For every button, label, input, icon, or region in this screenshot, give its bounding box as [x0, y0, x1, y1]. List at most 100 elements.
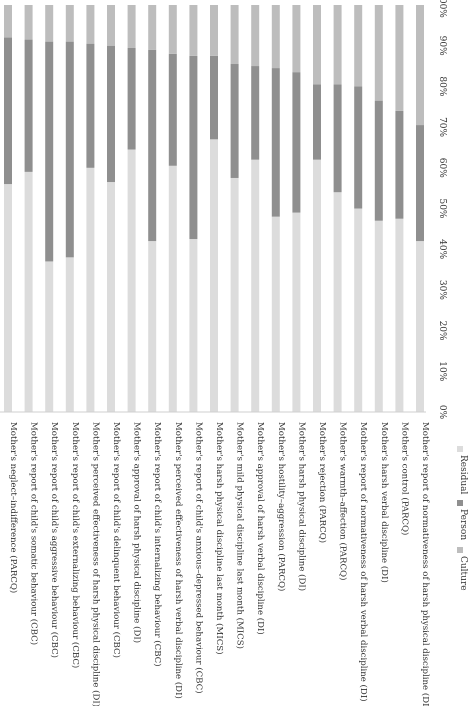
bar-segment-culture [230, 5, 239, 65]
y-tick-label: 50% [437, 198, 447, 218]
category-label: Mother's harsh physical discipline (DI) [296, 422, 307, 591]
bar-segment-culture [333, 5, 342, 85]
bar-segment-person [45, 41, 54, 262]
y-tick-label: 10% [437, 361, 447, 381]
category-label: Mother's perceived effectiveness of hars… [90, 422, 101, 706]
legend-swatch-culture [457, 547, 463, 553]
bar-segment-culture [189, 5, 198, 56]
bar-segment-person [210, 55, 218, 140]
bar-segment-residual [86, 167, 95, 412]
bar-segment-person [292, 72, 301, 213]
bar-segment-residual [354, 208, 363, 412]
bar-segment-residual [127, 149, 136, 413]
bar-segment-residual [313, 159, 321, 412]
category-label: Mother's control (PARCQ) [399, 422, 410, 535]
bar-segment-residual [148, 241, 157, 412]
bar-segment-residual [45, 261, 54, 412]
bar-segment-person [168, 53, 177, 166]
legend: Residual Person Culture [457, 446, 468, 591]
bar-segment-culture [416, 5, 424, 126]
y-tick-label: 30% [437, 280, 447, 300]
bar-segment-culture [168, 5, 177, 54]
category-label: Mother's warmth–affection (PARCQ) [338, 422, 349, 580]
bar-segment-residual [292, 212, 301, 412]
bar-segment-person [416, 125, 424, 242]
bar-segment-residual [168, 165, 177, 412]
category-label: Mother's approval of harsh physical disc… [132, 422, 143, 643]
bar-segment-residual [333, 192, 342, 412]
bar-segment-residual [374, 220, 383, 412]
y-tick-label: 80% [437, 76, 447, 96]
bar-segment-culture [24, 5, 33, 40]
category-label: Mother's mild physical discipline last m… [235, 422, 246, 649]
legend-swatch-residual [457, 446, 463, 452]
y-tick-label: 70% [437, 117, 447, 137]
bar-segment-person [374, 100, 383, 221]
bar-segment-culture [4, 5, 12, 38]
category-label: Mother's report of child's somatic behav… [29, 422, 40, 645]
category-labels: Mother's neglect–indifference (PARCQ) Mot… [8, 422, 431, 706]
bar-segment-person [354, 86, 363, 209]
bar-segment-residual [416, 241, 424, 412]
bar-segment-person [313, 84, 321, 160]
bar-segment-culture [148, 5, 157, 50]
legend-swatch-person [457, 500, 463, 506]
category-label: Mother's report of child's anxious–depre… [193, 422, 204, 694]
category-label: Mother's report of child's internalizing… [152, 422, 163, 667]
y-tick-label: 60% [437, 158, 447, 178]
bar-segment-residual [4, 184, 12, 412]
bar-segment-person [148, 49, 157, 242]
bar-segment-residual [395, 218, 404, 412]
bar-segment-culture [45, 5, 54, 42]
bar-segment-culture [86, 5, 95, 44]
legend-label-person: Person [458, 509, 468, 540]
bar-segment-culture [210, 5, 218, 56]
bar-segment-culture [251, 5, 260, 67]
bar-segment-residual [189, 239, 198, 412]
bar-segment-person [230, 64, 239, 178]
bar-segment-person [4, 37, 12, 185]
bar-segment-culture [313, 5, 321, 85]
bar-segment-culture [374, 5, 383, 101]
bar-segment-person [107, 45, 115, 183]
bar-segment-person [271, 68, 280, 217]
bar-segment-culture [65, 5, 74, 42]
bar-segment-person [65, 41, 74, 258]
category-label: Mother's report of child's delinquent be… [111, 422, 122, 658]
category-label: Mother's rejection (PARCQ) [317, 422, 328, 543]
bar-segment-person [24, 39, 33, 172]
category-label: Mother's harsh verbal discipline (DI) [379, 422, 390, 583]
bar-segment-culture [271, 5, 280, 69]
category-label: Mother's neglect–indifference (PARCQ) [8, 422, 19, 593]
bar-segment-culture [127, 5, 136, 48]
category-label: Mother's hostility–aggression (PARCQ) [276, 422, 287, 591]
bar-segment-person [127, 47, 136, 150]
bar-segment-culture [107, 5, 115, 46]
y-tick-label: 0% [437, 405, 447, 420]
category-label: Mother's perceived effectiveness of hars… [173, 422, 184, 699]
bar-segment-residual [107, 182, 115, 412]
bar-segment-residual [24, 171, 33, 412]
y-tick-label: 20% [437, 321, 447, 341]
category-label: Mother's approval of harsh verbal discip… [255, 422, 266, 635]
bar-segment-person [395, 110, 404, 219]
bars-layer [4, 5, 424, 413]
bar-segment-person [251, 66, 260, 160]
bar-segment-culture [292, 5, 301, 73]
y-tick-label: 90% [437, 36, 447, 56]
category-label: Mother's report of normativeness of hars… [358, 422, 369, 702]
category-label: Mother's report of child's externalizing… [70, 422, 81, 668]
y-tick-label: 100% [437, 0, 447, 18]
legend-label-residual: Residual [458, 455, 468, 495]
legend-label-culture: Culture [458, 556, 468, 591]
bar-segment-residual [251, 159, 260, 412]
bar-segment-person [189, 55, 198, 240]
y-axis-ticks: 0% 10% 20% 30% 40% 50% 60% 70% 80% 90% 100% [437, 0, 447, 420]
category-label: Mother's harsh physical discipline last … [214, 422, 225, 655]
bar-segment-culture [395, 5, 404, 111]
bar-segment-residual [65, 257, 74, 412]
bar-segment-person [86, 43, 95, 168]
bar-segment-culture [354, 5, 363, 87]
y-tick-label: 40% [437, 239, 447, 259]
category-label: Mother's report of child's aggressive be… [49, 422, 60, 658]
